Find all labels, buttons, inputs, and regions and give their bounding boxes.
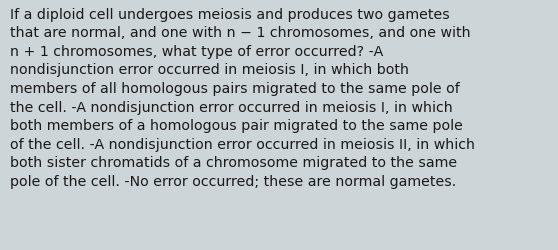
- Text: If a diploid cell undergoes meiosis and produces two gametes
that are normal, an: If a diploid cell undergoes meiosis and …: [10, 8, 475, 188]
